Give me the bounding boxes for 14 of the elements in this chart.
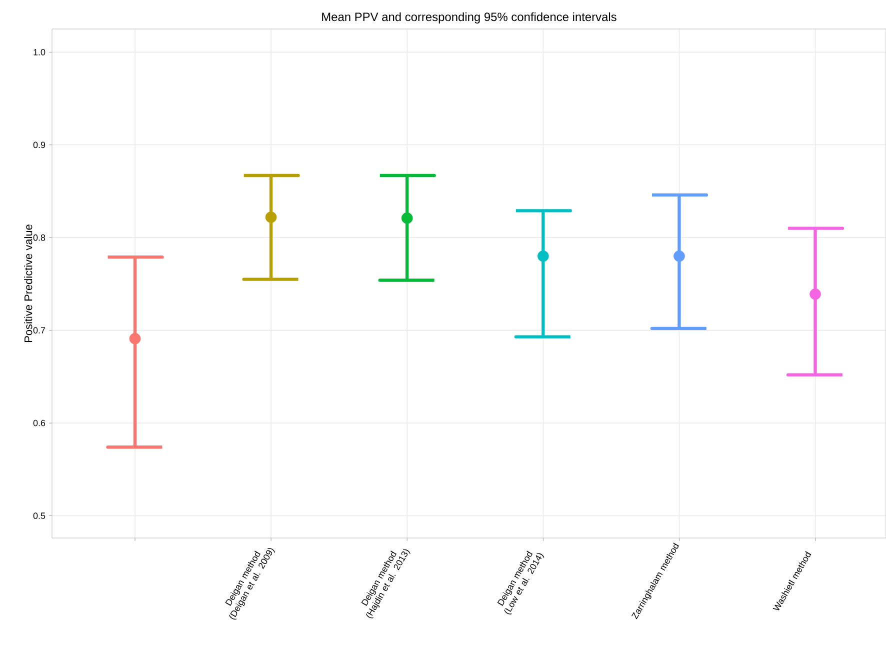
y-tick-label: 0.9 [33, 142, 46, 148]
y-tick-label: 0.8 [33, 234, 46, 241]
point [265, 212, 277, 223]
y-axis-title: Positive Predictive value [24, 224, 32, 342]
chart-title: Mean PPV and corresponding 95% confidence intervals [322, 12, 616, 24]
point [401, 212, 413, 224]
point [810, 288, 821, 300]
point [674, 250, 685, 262]
y-tick-label: 1.0 [34, 48, 46, 56]
y-tick-label: 0.6 [33, 420, 46, 426]
point [537, 250, 549, 262]
y-tick-label: 0.7 [33, 327, 46, 334]
y-tick-label: 0.5 [33, 512, 46, 519]
point [129, 332, 141, 344]
